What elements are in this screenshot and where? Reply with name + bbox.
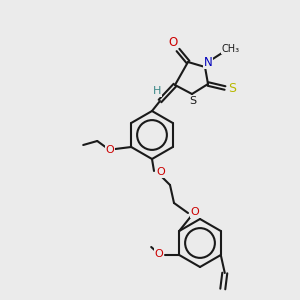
Text: S: S (189, 96, 197, 106)
Text: O: O (168, 37, 178, 50)
Text: O: O (155, 249, 164, 259)
Text: S: S (228, 82, 236, 95)
Text: O: O (157, 167, 165, 177)
Text: CH₃: CH₃ (222, 44, 240, 54)
Text: O: O (190, 207, 200, 217)
Text: H: H (153, 86, 162, 96)
Text: O: O (106, 145, 115, 155)
Text: N: N (204, 56, 212, 68)
